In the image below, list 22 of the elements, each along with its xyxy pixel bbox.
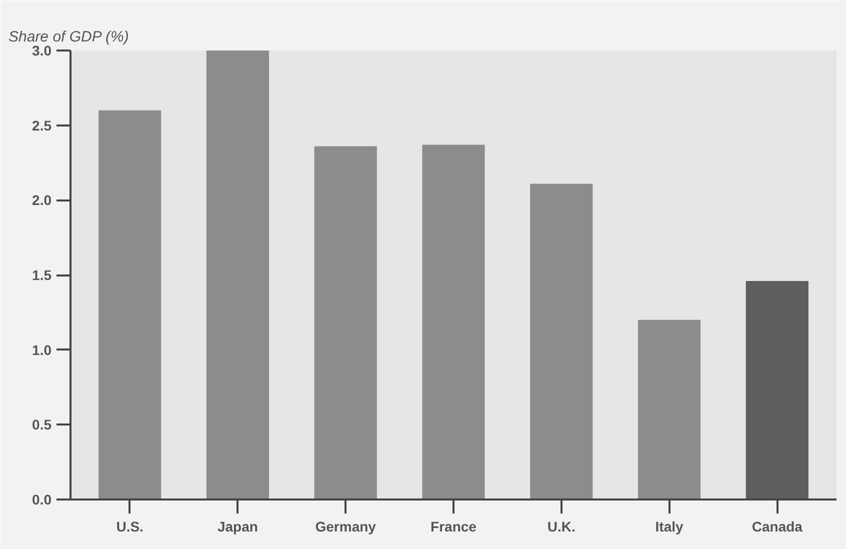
x-tick-label: Canada	[752, 518, 803, 534]
y-tick-label: 0.5	[32, 416, 52, 433]
bar	[638, 320, 701, 500]
x-tick-label: Japan	[217, 518, 258, 534]
y-tick-label: 1.5	[32, 267, 52, 283]
y-tick-label: 1.0	[32, 342, 52, 358]
bar	[206, 50, 270, 500]
x-tick-label: Germany	[315, 518, 376, 534]
y-tick-label: 0.0	[32, 492, 52, 508]
bar	[314, 146, 377, 500]
bar	[422, 144, 485, 500]
bar	[98, 110, 162, 500]
x-tick-label: France	[430, 518, 477, 534]
x-tick-label: U.S.	[116, 518, 144, 534]
bar	[530, 184, 593, 500]
y-tick-label: 3.0	[32, 42, 52, 58]
y-tick-label: 2.5	[32, 117, 52, 134]
y-axis-title: Share of GDP (%)	[8, 28, 129, 46]
y-tick-label: 2.0	[32, 192, 52, 208]
bar	[746, 280, 808, 500]
x-tick-label: Italy	[655, 518, 684, 534]
x-tick-label: U.K.	[547, 518, 576, 534]
